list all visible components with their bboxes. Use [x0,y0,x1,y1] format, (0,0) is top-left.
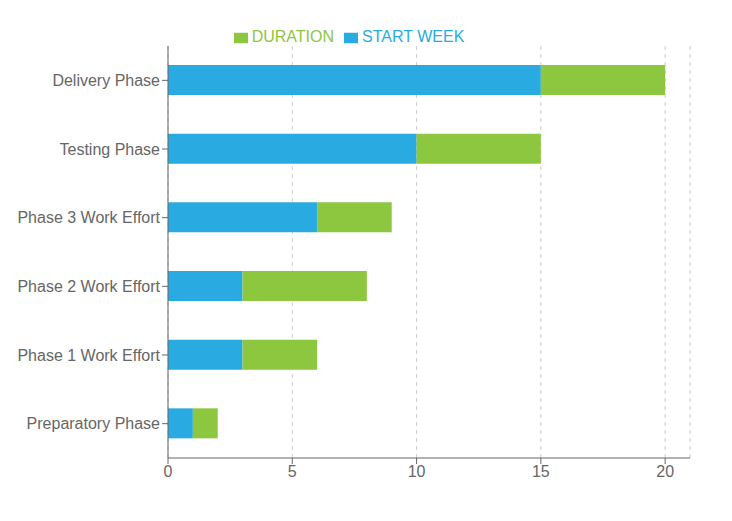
html-text:DURATION: DURATION [251,28,335,45]
svg-text:10: 10 [408,463,426,480]
svg-text:Preparatory Phase: Preparatory Phase [27,415,161,432]
svg-text:Phase 3 Work Effort: Phase 3 Work Effort [17,209,160,226]
svg-text:0: 0 [164,463,173,480]
svg-text:5: 5 [288,463,297,480]
svg-text:Phase 1 Work Effort: Phase 1 Work Effort [17,347,160,364]
svg-text:15: 15 [532,463,550,480]
svg-text:Testing Phase: Testing Phase [59,141,160,158]
svg-text:Phase 2 Work Effort: Phase 2 Work Effort [17,278,160,295]
html-text:START WEEK: START WEEK [362,28,465,45]
svg-text:Delivery Phase: Delivery Phase [52,72,160,89]
svg-text:20: 20 [656,463,674,480]
